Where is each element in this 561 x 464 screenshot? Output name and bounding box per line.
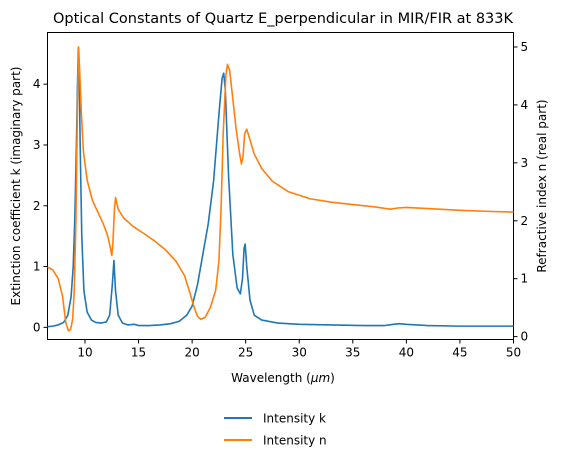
left-axis-label: Extinction coefficient k (imaginary part… (9, 67, 23, 306)
x-tick-label: 50 (506, 346, 521, 360)
right-tick-label: 3 (521, 156, 529, 170)
legend-label-k: Intensity k (263, 412, 326, 426)
x-tick-label: 40 (399, 346, 414, 360)
right-tick-label: 0 (521, 330, 529, 344)
series-layer (47, 46, 514, 332)
right-tick-label: 4 (521, 98, 529, 112)
left-axis-ticks: 0 1 2 3 4 (33, 77, 48, 334)
right-tick-label: 5 (521, 40, 529, 54)
x-axis-label: Wavelength (μm) (231, 371, 335, 385)
x-tick-label: 30 (292, 346, 307, 360)
chart-title: Optical Constants of Quartz E_perpendicu… (53, 11, 514, 27)
right-axis-ticks: 0 1 2 3 4 5 (513, 40, 529, 344)
right-tick-label: 1 (521, 272, 529, 286)
x-tick-label: 15 (131, 346, 146, 360)
x-tick-label: 20 (184, 346, 199, 360)
x-tick-label: 45 (452, 346, 467, 360)
right-axis-label: Refractive index n (real part) (535, 99, 549, 272)
left-tick-label: 3 (33, 138, 41, 152)
plot-area (47, 32, 514, 340)
legend-label-n: Intensity n (263, 434, 327, 448)
legend: Intensity k Intensity n (224, 412, 327, 448)
x-tick-label: 35 (345, 346, 360, 360)
left-tick-label: 4 (33, 77, 41, 91)
x-tick-label: 25 (238, 346, 253, 360)
x-axis-ticks: 10 15 20 25 30 35 40 45 50 (77, 339, 521, 360)
left-tick-label: 1 (33, 260, 41, 274)
plot-frame (47, 32, 514, 340)
series-line-n (47, 46, 514, 332)
right-tick-label: 2 (521, 214, 529, 228)
left-tick-label: 0 (33, 320, 41, 334)
x-tick-label: 10 (77, 346, 92, 360)
left-tick-label: 2 (33, 199, 41, 213)
